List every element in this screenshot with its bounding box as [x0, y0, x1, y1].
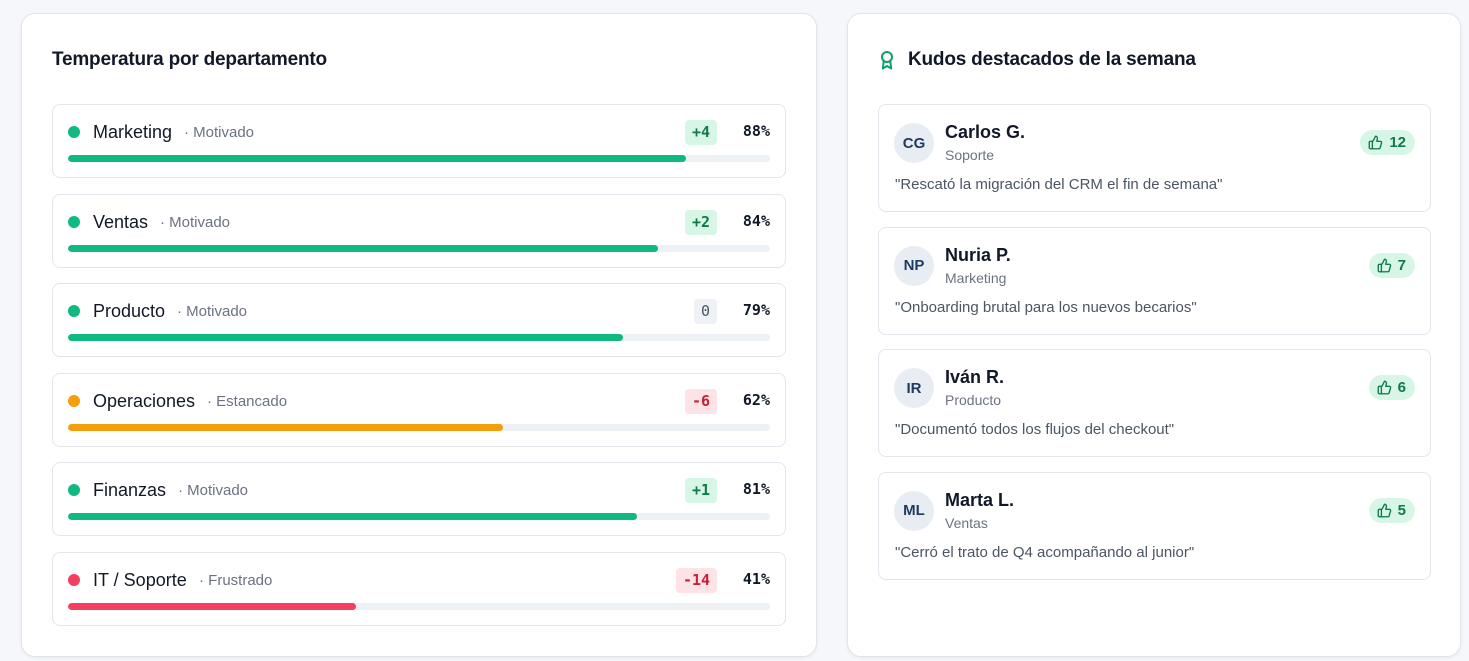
department-row[interactable]: Ventas · Motivado +2 84%: [52, 193, 786, 268]
like-button[interactable]: 6: [1368, 375, 1415, 400]
kudo-quote: "Onboarding brutal para los nuevos becar…: [895, 298, 1197, 316]
delta-badge: +1: [685, 478, 718, 503]
progress-track: [68, 602, 770, 610]
avatar: CG: [894, 123, 934, 163]
award-icon: [878, 50, 896, 70]
kudo-card[interactable]: CG Carlos G. Soporte "Rescató la migración …: [878, 104, 1431, 212]
delta-badge: +4: [685, 120, 718, 145]
kudos-list: CG Carlos G. Soporte "Rescató la migración …: [878, 104, 1431, 594]
kudo-quote: "Rescató la migración del CRM el fin de …: [895, 176, 1223, 193]
kudo-card[interactable]: ML Marta L. Ventas "Cerró el trato de Q4 ac…: [878, 471, 1431, 580]
delta-badge: -6: [685, 388, 718, 414]
kudo-card[interactable]: IR Iván R. Producto "Documentó todos los fl…: [878, 349, 1431, 457]
department-name: Finanzas: [93, 480, 167, 500]
person-department: Soporte: [945, 147, 995, 163]
progress-fill: [68, 244, 658, 252]
department-mood: · Estancado: [207, 392, 288, 410]
person-department: Producto: [945, 392, 1002, 408]
like-count: 12: [1389, 134, 1406, 151]
person-department: Ventas: [945, 514, 988, 531]
thumbs-up-icon: [1368, 135, 1383, 150]
percent-value: 79%: [742, 301, 770, 319]
department-mood: · Motivado: [177, 303, 248, 320]
percent-value: 81%: [742, 480, 770, 498]
delta-badge: 0: [694, 299, 718, 324]
thumbs-up-icon: [1377, 503, 1392, 518]
like-count: 6: [1397, 379, 1406, 396]
delta-badge: +2: [685, 209, 718, 235]
thumbs-up-icon: [1377, 380, 1392, 395]
progress-fill: [68, 155, 686, 162]
like-count: 5: [1397, 501, 1406, 519]
department-row[interactable]: Finanzas · Motivado +1 81%: [52, 462, 786, 536]
person-name: Nuria P.: [945, 244, 1011, 265]
percent-value: 88%: [742, 122, 770, 140]
department-row[interactable]: Marketing · Motivado +4 88%: [52, 104, 786, 178]
progress-track: [68, 244, 770, 252]
department-mood: · Frustrado: [199, 571, 273, 589]
department-row[interactable]: Operaciones · Estancado -6 62%: [52, 372, 786, 447]
status-dot: [68, 126, 80, 138]
kudo-card[interactable]: NP Nuria P. Marketing "Onboarding brutal pa…: [878, 226, 1431, 335]
progress-track: [68, 155, 770, 162]
status-dot: [68, 305, 80, 317]
person-department: Marketing: [945, 269, 1007, 286]
avatar: NP: [894, 245, 934, 286]
status-dot: [68, 573, 80, 586]
like-button[interactable]: 12: [1360, 130, 1415, 155]
kudos-title: Kudos destacados de la semana: [908, 49, 1196, 70]
department-row[interactable]: IT / Soporte · Frustrado -14 41%: [52, 551, 786, 626]
percent-value: 41%: [742, 569, 770, 588]
status-dot: [68, 484, 80, 496]
department-list: Marketing · Motivado +4 88% Ventas · Motivado…: [52, 104, 786, 641]
department-name: Operaciones: [93, 390, 196, 411]
department-name: Producto: [93, 301, 166, 321]
department-mood: · Motivado: [184, 124, 255, 141]
thumbs-up-icon: [1377, 258, 1392, 273]
department-temperature-card: Temperatura por departamento Marketing · …: [21, 13, 817, 657]
department-mood: · Motivado: [160, 213, 231, 231]
department-row[interactable]: Producto · Motivado 0 79%: [52, 283, 786, 357]
delta-badge: -14: [676, 567, 718, 593]
progress-fill: [68, 334, 623, 341]
avatar: IR: [894, 368, 934, 408]
like-button[interactable]: 5: [1368, 497, 1415, 523]
progress-track: [68, 423, 770, 431]
like-button[interactable]: 7: [1368, 252, 1415, 278]
kudo-quote: "Documentó todos los flujos del checkout…: [895, 421, 1175, 438]
person-name: Marta L.: [945, 489, 1015, 510]
progress-fill: [68, 513, 637, 520]
status-dot: [68, 394, 80, 407]
percent-value: 62%: [742, 390, 770, 409]
department-name: Ventas: [93, 211, 149, 232]
progress-fill: [68, 602, 356, 610]
person-name: Carlos G.: [945, 122, 1026, 142]
person-name: Iván R.: [945, 367, 1005, 387]
avatar: ML: [894, 490, 934, 531]
department-temperature-title: Temperatura por departamento: [52, 49, 327, 70]
department-name: Marketing: [93, 122, 173, 142]
kudos-header: Kudos destacados de la semana: [878, 49, 1196, 71]
progress-track: [68, 513, 770, 520]
like-count: 7: [1397, 256, 1406, 274]
kudo-quote: "Cerró el trato de Q4 acompañando al jun…: [895, 543, 1195, 561]
kudos-card: Kudos destacados de la semana CG Carlos G…: [847, 13, 1461, 657]
progress-track: [68, 334, 770, 341]
percent-value: 84%: [742, 211, 770, 230]
progress-fill: [68, 423, 504, 431]
department-mood: · Motivado: [178, 482, 249, 499]
status-dot: [68, 215, 80, 228]
department-name: IT / Soporte: [93, 569, 187, 590]
